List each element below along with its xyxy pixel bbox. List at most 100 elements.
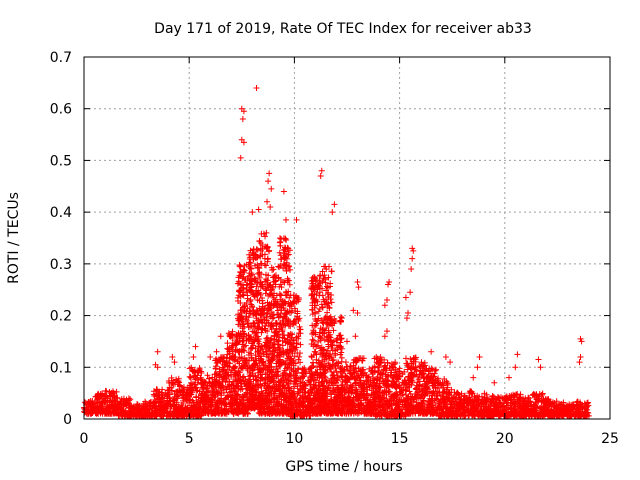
data-point (233, 377, 240, 384)
data-points (81, 85, 592, 420)
data-point (214, 391, 221, 398)
data-point (214, 370, 221, 377)
data-point (226, 348, 233, 355)
data-point (228, 394, 235, 401)
data-point (223, 386, 230, 393)
data-point (215, 372, 222, 379)
data-point (203, 385, 210, 392)
data-point (216, 356, 223, 363)
data-point (120, 409, 127, 416)
data-point (235, 368, 242, 375)
data-point (237, 300, 244, 307)
data-point (129, 411, 136, 418)
data-point (128, 404, 135, 411)
data-point (144, 412, 151, 419)
data-point (240, 267, 247, 274)
data-point (331, 369, 338, 376)
data-point (337, 313, 344, 320)
data-point (156, 394, 163, 401)
data-point (241, 406, 248, 413)
data-point (106, 388, 113, 395)
data-point (142, 398, 149, 405)
data-point (194, 369, 201, 376)
data-point (158, 389, 165, 396)
data-point (232, 363, 239, 370)
data-point (248, 301, 255, 308)
data-point (231, 357, 238, 364)
data-point (166, 384, 173, 391)
data-point (235, 410, 242, 417)
data-point (227, 400, 234, 407)
data-point (197, 368, 204, 375)
data-point (178, 388, 185, 395)
data-point (123, 399, 130, 406)
data-point (111, 398, 118, 405)
data-point (282, 235, 289, 242)
data-point (140, 413, 147, 420)
data-point (152, 390, 159, 397)
data-point (225, 330, 232, 337)
data-point (189, 389, 196, 396)
data-point (259, 297, 266, 304)
data-point (214, 380, 221, 387)
data-point (200, 396, 207, 403)
data-point (224, 362, 231, 369)
data-point (236, 369, 243, 376)
data-point (237, 263, 244, 270)
data-point (230, 342, 237, 349)
data-point (121, 412, 128, 419)
data-point (224, 407, 231, 414)
data-point (218, 390, 225, 397)
data-point (328, 268, 335, 275)
data-point (296, 350, 303, 357)
data-point (224, 393, 231, 400)
data-point (237, 281, 244, 288)
data-point (224, 351, 231, 358)
data-point (186, 365, 193, 372)
data-point (234, 333, 241, 340)
data-point (190, 413, 197, 420)
data-point (227, 369, 234, 376)
data-point (212, 408, 219, 415)
data-point (244, 409, 251, 416)
data-point (107, 410, 114, 417)
data-point (194, 407, 201, 414)
data-point (235, 391, 242, 398)
data-point (197, 374, 204, 381)
data-point (214, 400, 221, 407)
data-point (219, 376, 226, 383)
data-point (220, 385, 227, 392)
data-point (192, 372, 199, 379)
data-point (227, 333, 234, 340)
data-point (238, 332, 245, 339)
data-point (170, 381, 177, 388)
data-point (193, 394, 200, 401)
data-point (120, 395, 127, 402)
data-point (217, 358, 224, 365)
data-point (242, 391, 249, 398)
data-point (219, 353, 226, 360)
data-point (190, 368, 197, 375)
data-point (158, 412, 165, 419)
data-point (234, 280, 241, 287)
data-point (240, 377, 247, 384)
data-point (241, 347, 248, 354)
data-point (213, 355, 220, 362)
data-point (222, 401, 229, 408)
data-point (245, 324, 252, 331)
data-point (220, 355, 227, 362)
data-point (186, 373, 193, 380)
chart-title: Day 171 of 2019, Rate Of TEC Index for r… (154, 21, 532, 37)
data-point (199, 380, 206, 387)
data-point (188, 406, 195, 413)
data-point (224, 340, 231, 347)
data-point (94, 396, 101, 403)
data-point (154, 406, 161, 413)
data-point (128, 405, 135, 412)
data-point (193, 399, 200, 406)
data-point (144, 405, 151, 412)
data-point (237, 314, 244, 321)
data-point (240, 273, 247, 280)
data-point (180, 412, 187, 419)
